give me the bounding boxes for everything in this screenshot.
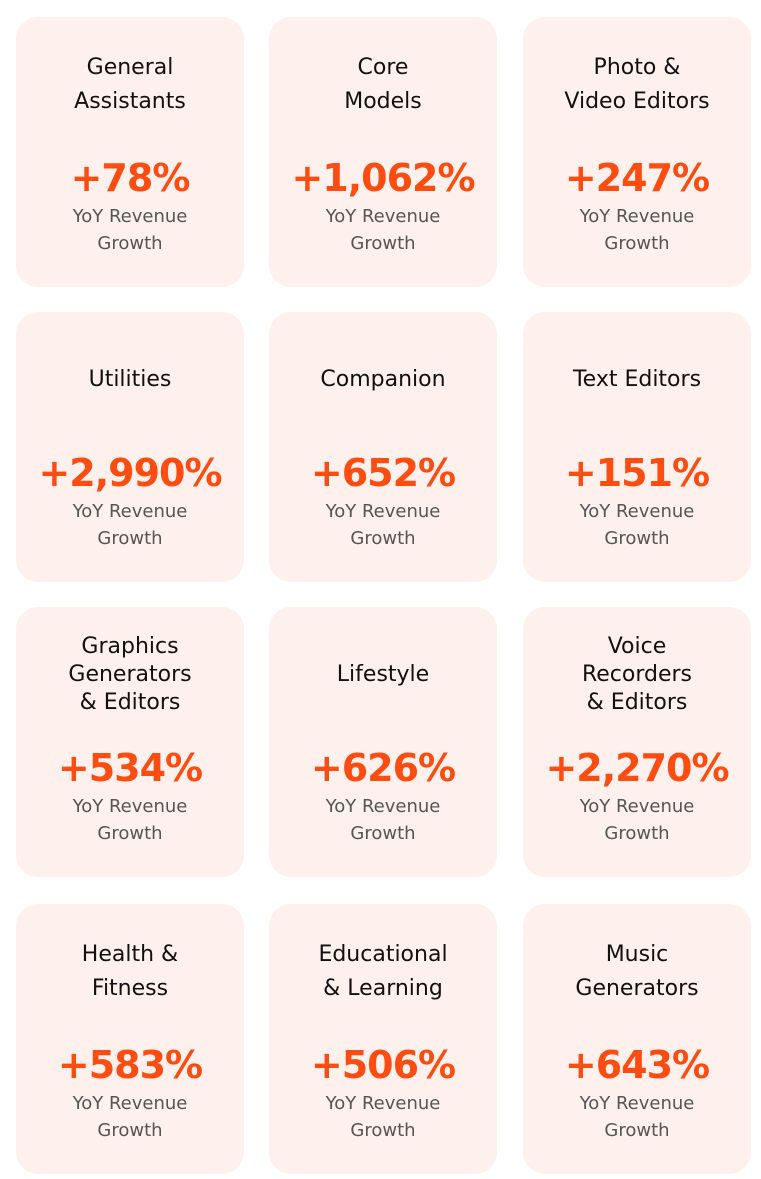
label-line: YoY Revenue xyxy=(325,206,441,227)
title-line: Models xyxy=(344,89,422,114)
title-line: Health & xyxy=(81,942,179,967)
growth-value: +2,270% xyxy=(545,746,729,790)
title-line: Video Editors xyxy=(564,89,710,114)
label-line: YoY Revenue xyxy=(325,501,441,522)
label-line: YoY Revenue xyxy=(579,1093,695,1114)
label-line: YoY Revenue xyxy=(579,796,695,817)
growth-value: +626% xyxy=(310,746,456,790)
label-line: Growth xyxy=(97,823,163,844)
growth-label: YoY Revenue Growth xyxy=(523,498,751,552)
label-line: YoY Revenue xyxy=(579,501,695,522)
card-title: Companion xyxy=(269,330,497,430)
title-line: Text Editors xyxy=(572,367,702,392)
growth-label: YoY Revenue Growth xyxy=(16,1090,244,1144)
card: Lifestyle +626% YoY Revenue Growth xyxy=(269,607,497,877)
card: Health & Fitness +583% YoY Revenue Growth xyxy=(16,904,244,1174)
growth-label: YoY Revenue Growth xyxy=(269,203,497,257)
card-title: Music Generators xyxy=(523,922,751,1022)
card: Core Models +1,062% YoY Revenue Growth xyxy=(269,17,497,287)
label-line: YoY Revenue xyxy=(72,206,188,227)
card: Educational & Learning +506% YoY Revenue Gro… xyxy=(269,904,497,1174)
label-line: YoY Revenue xyxy=(325,796,441,817)
card-title: Lifestyle xyxy=(269,625,497,725)
card: General Assistants +78% YoY Revenue Growth xyxy=(16,17,244,287)
card-title: General Assistants xyxy=(16,35,244,135)
label-line: Growth xyxy=(350,823,416,844)
card: Photo & Video Editors +247% YoY Revenue Grow… xyxy=(523,17,751,287)
card-title: Voice Recorders & Editors xyxy=(523,625,751,725)
card: Voice Recorders & Editors +2,270% YoY Revenu… xyxy=(523,607,751,877)
title-line: Generators xyxy=(575,976,699,1001)
label-line: YoY Revenue xyxy=(72,1093,188,1114)
title-line: Music xyxy=(605,942,669,967)
card-title: Educational & Learning xyxy=(269,922,497,1022)
card-title: Core Models xyxy=(269,35,497,135)
growth-label: YoY Revenue Growth xyxy=(269,498,497,552)
growth-label: YoY Revenue Growth xyxy=(16,203,244,257)
growth-label: YoY Revenue Growth xyxy=(16,498,244,552)
card: Utilities +2,990% YoY Revenue Growth xyxy=(16,312,244,582)
growth-value: +583% xyxy=(57,1043,203,1087)
title-line: Generators xyxy=(68,662,192,687)
growth-label: YoY Revenue Growth xyxy=(269,1090,497,1144)
label-line: Growth xyxy=(350,1120,416,1141)
card-title: Graphics Generators & Editors xyxy=(16,625,244,725)
growth-label: YoY Revenue Growth xyxy=(523,793,751,847)
title-line: Recorders xyxy=(581,662,693,687)
growth-value: +247% xyxy=(564,156,710,200)
card: Graphics Generators & Editors +534% YoY Reve… xyxy=(16,607,244,877)
card: Companion +652% YoY Revenue Growth xyxy=(269,312,497,582)
growth-label: YoY Revenue Growth xyxy=(523,1090,751,1144)
card: Music Generators +643% YoY Revenue Growth xyxy=(523,904,751,1174)
growth-value: +78% xyxy=(70,156,191,200)
growth-value: +643% xyxy=(564,1043,710,1087)
card-title: Health & Fitness xyxy=(16,922,244,1022)
card: Text Editors +151% YoY Revenue Growth xyxy=(523,312,751,582)
label-line: Growth xyxy=(97,233,163,254)
label-line: Growth xyxy=(97,1120,163,1141)
label-line: Growth xyxy=(604,1120,670,1141)
growth-value: +534% xyxy=(57,746,203,790)
label-line: YoY Revenue xyxy=(72,501,188,522)
title-line: General xyxy=(86,55,174,80)
title-line: Utilities xyxy=(88,367,172,392)
title-line: Photo & xyxy=(593,55,681,80)
card-title: Text Editors xyxy=(523,330,751,430)
title-line: Graphics xyxy=(81,634,179,659)
title-line: & Learning xyxy=(323,976,443,1001)
title-line: Educational xyxy=(318,942,448,967)
growth-value: +2,990% xyxy=(38,451,222,495)
growth-label: YoY Revenue Growth xyxy=(16,793,244,847)
growth-label: YoY Revenue Growth xyxy=(523,203,751,257)
title-line: & Editors xyxy=(79,690,181,715)
label-line: YoY Revenue xyxy=(579,206,695,227)
growth-value: +506% xyxy=(310,1043,456,1087)
title-line: Lifestyle xyxy=(336,662,430,687)
label-line: Growth xyxy=(604,823,670,844)
card-title: Utilities xyxy=(16,330,244,430)
label-line: Growth xyxy=(350,233,416,254)
label-line: Growth xyxy=(97,528,163,549)
title-line: Companion xyxy=(320,367,446,392)
growth-value: +1,062% xyxy=(291,156,475,200)
label-line: Growth xyxy=(604,528,670,549)
growth-value: +151% xyxy=(564,451,710,495)
label-line: YoY Revenue xyxy=(72,796,188,817)
title-line: Fitness xyxy=(91,976,169,1001)
title-line: Core xyxy=(357,55,409,80)
growth-label: YoY Revenue Growth xyxy=(269,793,497,847)
title-line: Assistants xyxy=(74,89,186,114)
label-line: Growth xyxy=(604,233,670,254)
label-line: Growth xyxy=(350,528,416,549)
growth-value: +652% xyxy=(310,451,456,495)
title-line: & Editors xyxy=(586,690,688,715)
label-line: YoY Revenue xyxy=(325,1093,441,1114)
title-line: Voice xyxy=(607,634,667,659)
card-title: Photo & Video Editors xyxy=(523,35,751,135)
